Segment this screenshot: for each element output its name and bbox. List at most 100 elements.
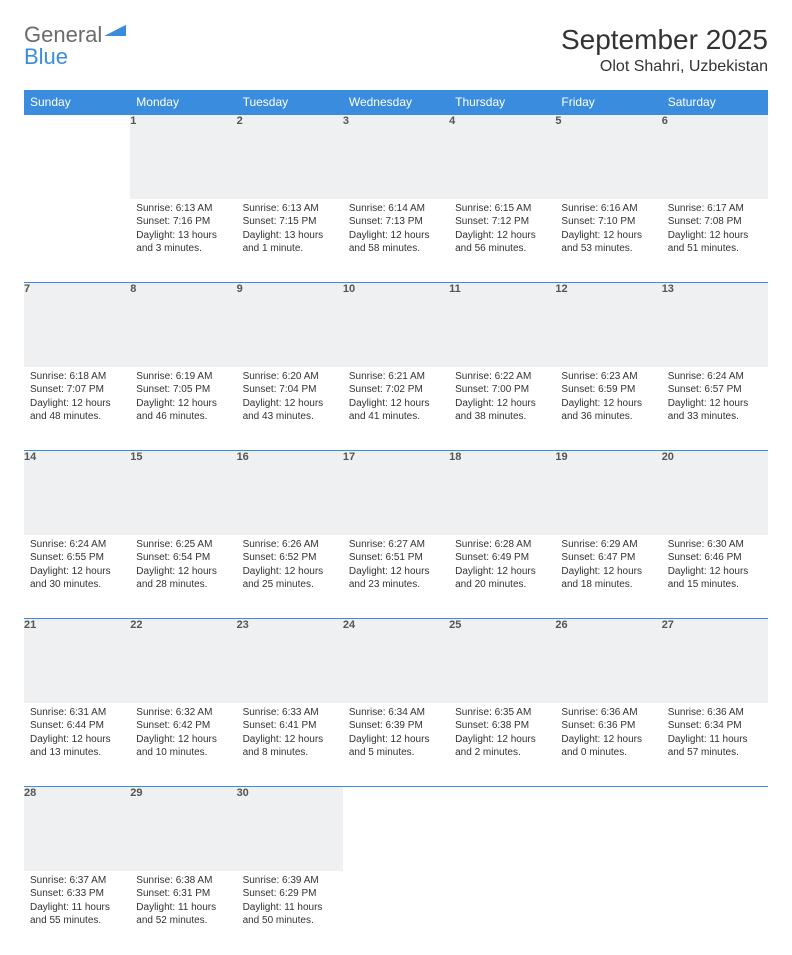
daylight-text: Daylight: 11 hours (243, 901, 337, 915)
day-number: 22 (130, 619, 236, 703)
daylight-text: and 2 minutes. (455, 746, 549, 760)
sunset-text: Sunset: 7:05 PM (136, 383, 230, 397)
daylight-text: Daylight: 12 hours (136, 565, 230, 579)
day-cell: Sunrise: 6:28 AMSunset: 6:49 PMDaylight:… (449, 535, 555, 619)
day-number (555, 787, 661, 871)
daylight-text: Daylight: 12 hours (30, 565, 124, 579)
day-cell (662, 871, 768, 955)
daylight-text: Daylight: 12 hours (136, 733, 230, 747)
daylight-text: and 3 minutes. (136, 242, 230, 256)
daylight-text: Daylight: 12 hours (349, 565, 443, 579)
location: Olot Shahri, Uzbekistan (561, 58, 768, 76)
day-number: 26 (555, 619, 661, 703)
daylight-text: and 8 minutes. (243, 746, 337, 760)
daylight-text: Daylight: 12 hours (455, 565, 549, 579)
daylight-text: and 41 minutes. (349, 410, 443, 424)
sunset-text: Sunset: 6:44 PM (30, 719, 124, 733)
day-cell: Sunrise: 6:34 AMSunset: 6:39 PMDaylight:… (343, 703, 449, 787)
sunset-text: Sunset: 6:46 PM (668, 551, 762, 565)
day-content-row: Sunrise: 6:31 AMSunset: 6:44 PMDaylight:… (24, 703, 768, 787)
day-number: 10 (343, 283, 449, 367)
sunrise-text: Sunrise: 6:18 AM (30, 370, 124, 384)
day-number: 25 (449, 619, 555, 703)
day-cell: Sunrise: 6:26 AMSunset: 6:52 PMDaylight:… (237, 535, 343, 619)
sunset-text: Sunset: 6:49 PM (455, 551, 549, 565)
daylight-text: and 18 minutes. (561, 578, 655, 592)
day-cell (343, 871, 449, 955)
day-number: 27 (662, 619, 768, 703)
day-number: 12 (555, 283, 661, 367)
day-cell: Sunrise: 6:22 AMSunset: 7:00 PMDaylight:… (449, 367, 555, 451)
sunset-text: Sunset: 7:13 PM (349, 215, 443, 229)
sunset-text: Sunset: 7:02 PM (349, 383, 443, 397)
sunrise-text: Sunrise: 6:29 AM (561, 538, 655, 552)
logo: General Blue (24, 24, 126, 68)
sunrise-text: Sunrise: 6:23 AM (561, 370, 655, 384)
day-cell (24, 199, 130, 283)
day-number: 23 (237, 619, 343, 703)
day-cell: Sunrise: 6:19 AMSunset: 7:05 PMDaylight:… (130, 367, 236, 451)
day-cell: Sunrise: 6:14 AMSunset: 7:13 PMDaylight:… (343, 199, 449, 283)
daylight-text: Daylight: 12 hours (243, 397, 337, 411)
day-cell: Sunrise: 6:24 AMSunset: 6:55 PMDaylight:… (24, 535, 130, 619)
sunset-text: Sunset: 7:12 PM (455, 215, 549, 229)
daylight-text: and 0 minutes. (561, 746, 655, 760)
sunrise-text: Sunrise: 6:35 AM (455, 706, 549, 720)
daylight-text: Daylight: 12 hours (30, 733, 124, 747)
daylight-text: Daylight: 12 hours (243, 565, 337, 579)
day-cell: Sunrise: 6:36 AMSunset: 6:36 PMDaylight:… (555, 703, 661, 787)
daylight-text: and 56 minutes. (455, 242, 549, 256)
sunset-text: Sunset: 7:07 PM (30, 383, 124, 397)
day-number-row: 78910111213 (24, 283, 768, 367)
day-number: 17 (343, 451, 449, 535)
sunrise-text: Sunrise: 6:39 AM (243, 874, 337, 888)
sunrise-text: Sunrise: 6:36 AM (561, 706, 655, 720)
daylight-text: Daylight: 12 hours (668, 397, 762, 411)
daylight-text: Daylight: 12 hours (455, 229, 549, 243)
day-number: 18 (449, 451, 555, 535)
day-number (449, 787, 555, 871)
month-title: September 2025 (561, 24, 768, 56)
daylight-text: and 58 minutes. (349, 242, 443, 256)
daylight-text: and 51 minutes. (668, 242, 762, 256)
day-cell: Sunrise: 6:32 AMSunset: 6:42 PMDaylight:… (130, 703, 236, 787)
daylight-text: Daylight: 12 hours (561, 229, 655, 243)
logo-triangle-icon (104, 20, 126, 36)
day-cell: Sunrise: 6:25 AMSunset: 6:54 PMDaylight:… (130, 535, 236, 619)
logo-word2: Blue (24, 46, 126, 68)
daylight-text: and 28 minutes. (136, 578, 230, 592)
sunrise-text: Sunrise: 6:17 AM (668, 202, 762, 216)
daylight-text: and 5 minutes. (349, 746, 443, 760)
day-cell: Sunrise: 6:20 AMSunset: 7:04 PMDaylight:… (237, 367, 343, 451)
daylight-text: Daylight: 12 hours (30, 397, 124, 411)
day-number: 9 (237, 283, 343, 367)
day-cell: Sunrise: 6:15 AMSunset: 7:12 PMDaylight:… (449, 199, 555, 283)
daylight-text: and 57 minutes. (668, 746, 762, 760)
sunrise-text: Sunrise: 6:15 AM (455, 202, 549, 216)
sunrise-text: Sunrise: 6:31 AM (30, 706, 124, 720)
daylight-text: and 13 minutes. (30, 746, 124, 760)
day-content-row: Sunrise: 6:18 AMSunset: 7:07 PMDaylight:… (24, 367, 768, 451)
sunrise-text: Sunrise: 6:24 AM (668, 370, 762, 384)
day-number-row: 21222324252627 (24, 619, 768, 703)
daylight-text: and 46 minutes. (136, 410, 230, 424)
day-number: 20 (662, 451, 768, 535)
day-number: 8 (130, 283, 236, 367)
sunrise-text: Sunrise: 6:38 AM (136, 874, 230, 888)
day-content-row: Sunrise: 6:37 AMSunset: 6:33 PMDaylight:… (24, 871, 768, 955)
day-number: 7 (24, 283, 130, 367)
daylight-text: Daylight: 13 hours (243, 229, 337, 243)
sunset-text: Sunset: 7:04 PM (243, 383, 337, 397)
day-cell: Sunrise: 6:21 AMSunset: 7:02 PMDaylight:… (343, 367, 449, 451)
sunset-text: Sunset: 6:31 PM (136, 887, 230, 901)
sunset-text: Sunset: 7:10 PM (561, 215, 655, 229)
sunset-text: Sunset: 6:33 PM (30, 887, 124, 901)
day-content-row: Sunrise: 6:13 AMSunset: 7:16 PMDaylight:… (24, 199, 768, 283)
sunset-text: Sunset: 6:51 PM (349, 551, 443, 565)
day-number: 30 (237, 787, 343, 871)
day-header: Saturday (662, 90, 768, 115)
day-number: 15 (130, 451, 236, 535)
title-block: September 2025 Olot Shahri, Uzbekistan (561, 24, 768, 76)
sunrise-text: Sunrise: 6:34 AM (349, 706, 443, 720)
calendar-table: SundayMondayTuesdayWednesdayThursdayFrid… (24, 90, 768, 955)
